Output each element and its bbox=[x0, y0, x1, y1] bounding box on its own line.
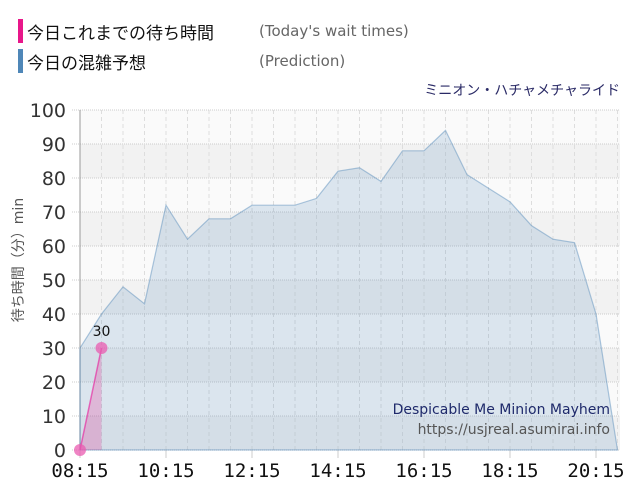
y-tick-label: 60 bbox=[42, 236, 66, 258]
y-tick-label: 90 bbox=[42, 134, 66, 156]
x-tick-label: 08:15 bbox=[51, 460, 108, 482]
y-tick-label: 40 bbox=[42, 304, 66, 326]
legend-prediction-en: (Prediction) bbox=[259, 52, 346, 70]
legend-swatch-prediction bbox=[18, 49, 23, 73]
y-tick-label: 70 bbox=[42, 202, 66, 224]
legend-actual-en: (Today's wait times) bbox=[259, 22, 409, 40]
y-tick-label: 30 bbox=[42, 338, 66, 360]
actual-point[interactable] bbox=[74, 444, 86, 456]
x-tick-label: 16:15 bbox=[395, 460, 452, 482]
legend-actual: 今日これまでの待ち時間 (Today's wait times) bbox=[18, 18, 409, 44]
x-tick-label: 10:15 bbox=[137, 460, 194, 482]
x-tick-label: 12:15 bbox=[223, 460, 280, 482]
x-tick-label: 18:15 bbox=[481, 460, 538, 482]
y-tick-label: 10 bbox=[42, 406, 66, 428]
y-tick-label: 0 bbox=[54, 440, 66, 462]
x-tick-label: 20:15 bbox=[567, 460, 624, 482]
actual-point[interactable] bbox=[95, 342, 108, 354]
y-tick-label: 80 bbox=[42, 168, 66, 190]
ride-name-en: Despicable Me Minion Mayhem bbox=[392, 402, 610, 418]
y-tick-label: 100 bbox=[30, 100, 66, 122]
source-url: https://usjreal.asumirai.info bbox=[417, 422, 610, 438]
ride-name-jp: ミニオン・ハチャメチャライド bbox=[424, 83, 620, 99]
x-tick-label: 14:15 bbox=[309, 460, 366, 482]
legend-prediction: 今日の混雑予想 (Prediction) bbox=[18, 48, 345, 74]
y-tick-label: 20 bbox=[42, 372, 66, 394]
point-value-label: 30 bbox=[93, 324, 111, 340]
legend-actual-jp: 今日これまでの待ち時間 bbox=[27, 23, 214, 44]
y-axis-label: 待ち時間（分）min bbox=[11, 197, 27, 323]
prediction-area bbox=[79, 129, 619, 451]
y-tick-label: 50 bbox=[42, 270, 66, 292]
legend-swatch-actual bbox=[18, 19, 23, 43]
legend-prediction-jp: 今日の混雑予想 bbox=[27, 53, 146, 74]
